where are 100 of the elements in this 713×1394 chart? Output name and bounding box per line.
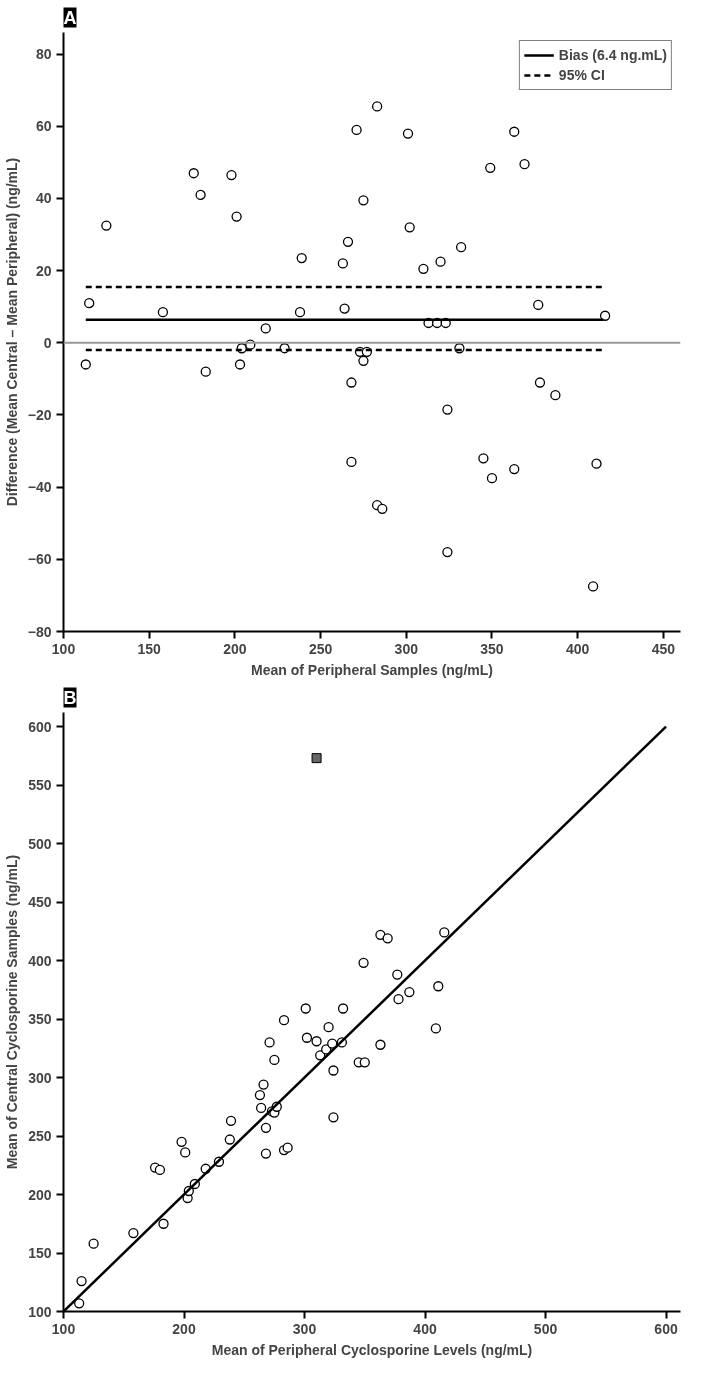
- x-tick-label: 200: [172, 1320, 196, 1337]
- y-tick-label: 600: [28, 718, 52, 735]
- point: [234, 359, 246, 370]
- point: [433, 981, 444, 992]
- x-tick-label: 100: [51, 1320, 76, 1337]
- point: [430, 1023, 442, 1034]
- point: [255, 1102, 267, 1114]
- point: [269, 1054, 280, 1066]
- point: [323, 1022, 334, 1033]
- y-tick-label: 400: [28, 952, 52, 969]
- point: [154, 1164, 166, 1176]
- point: [351, 124, 362, 136]
- point: [486, 473, 498, 484]
- point: [80, 359, 91, 370]
- point: [226, 169, 237, 181]
- point: [534, 377, 546, 388]
- point: [254, 1089, 266, 1101]
- point: [84, 297, 95, 309]
- x-tick-label: 600: [654, 1320, 678, 1337]
- y-tick-label: 60: [35, 118, 52, 135]
- point: [188, 168, 199, 179]
- y-tick-label: 450: [28, 894, 52, 911]
- point: [101, 220, 112, 231]
- point: [128, 1227, 139, 1239]
- y-tick-label: 0: [43, 334, 52, 351]
- point: [404, 222, 415, 233]
- x-tick-label: 500: [533, 1320, 558, 1337]
- point: [300, 1003, 311, 1014]
- point: [231, 211, 242, 222]
- point: [455, 242, 467, 253]
- point: [375, 1039, 386, 1050]
- point: [442, 404, 453, 415]
- point: [485, 162, 496, 173]
- x-tick-label: 100: [51, 640, 76, 657]
- x-tick-label: 450: [651, 640, 676, 657]
- point: [358, 355, 369, 367]
- point: [358, 957, 369, 968]
- y-tick-label: 300: [28, 1069, 52, 1086]
- point: [587, 581, 599, 592]
- point: [478, 453, 489, 464]
- x-tick-label: 150: [137, 640, 162, 657]
- point: [260, 323, 271, 334]
- point: [157, 307, 169, 318]
- legend-label: 95% CI: [558, 67, 605, 83]
- point: [176, 1136, 187, 1147]
- point: [377, 503, 388, 514]
- point: [328, 1065, 339, 1076]
- point: [180, 1147, 191, 1158]
- point: [260, 1122, 272, 1133]
- point: [509, 463, 520, 475]
- y-tick-label: 250: [28, 1128, 52, 1145]
- point: [392, 969, 403, 980]
- point: [346, 377, 357, 388]
- point: [337, 258, 349, 269]
- y-tick-label: 550: [28, 777, 52, 794]
- point: [509, 126, 520, 137]
- point: [296, 252, 307, 264]
- y-tick-label: −60: [27, 551, 52, 568]
- x-tick-label: 350: [480, 640, 504, 657]
- y-tick-label: 500: [28, 835, 52, 852]
- y-tick-label: 200: [28, 1186, 52, 1203]
- point: [418, 263, 429, 274]
- point: [294, 307, 306, 318]
- y-tick-label: 80: [35, 46, 52, 63]
- x-tick-label: 250: [308, 640, 333, 657]
- point: [371, 101, 383, 112]
- x-axis-title: Mean of Peripheral Samples (ng/mL): [251, 661, 493, 678]
- y-tick-label: 20: [35, 262, 52, 279]
- x-tick-label: 200: [223, 640, 247, 657]
- point: [260, 1148, 272, 1159]
- point: [224, 1134, 235, 1145]
- x-axis-title: Mean of Peripheral Cyclosporine Levels (ng/mL): [211, 1341, 533, 1358]
- y-tick-label: 350: [28, 1011, 52, 1028]
- point: [393, 993, 404, 1005]
- point: [311, 1036, 322, 1047]
- y-tick-label: −20: [27, 406, 52, 423]
- point: [88, 1238, 99, 1249]
- point: [301, 1032, 313, 1043]
- y-axis-title: Difference (Mean Central – Mean Peripheral) (ng/mL): [3, 157, 20, 507]
- point: [311, 753, 322, 764]
- point: [278, 1015, 290, 1026]
- point: [346, 456, 357, 468]
- point: [282, 1142, 293, 1153]
- point: [550, 390, 561, 401]
- point: [519, 159, 530, 170]
- point: [359, 1057, 370, 1068]
- y-tick-label: 40: [35, 190, 52, 207]
- point: [404, 986, 415, 998]
- point: [591, 458, 602, 469]
- point: [599, 310, 611, 321]
- point: [337, 1003, 349, 1014]
- point: [435, 256, 446, 267]
- point: [342, 236, 354, 247]
- point: [328, 1112, 339, 1123]
- point: [339, 303, 350, 314]
- point: [264, 1037, 275, 1048]
- y-tick-label: −80: [27, 623, 52, 640]
- point: [327, 1038, 338, 1049]
- point: [442, 546, 453, 558]
- point: [358, 195, 369, 206]
